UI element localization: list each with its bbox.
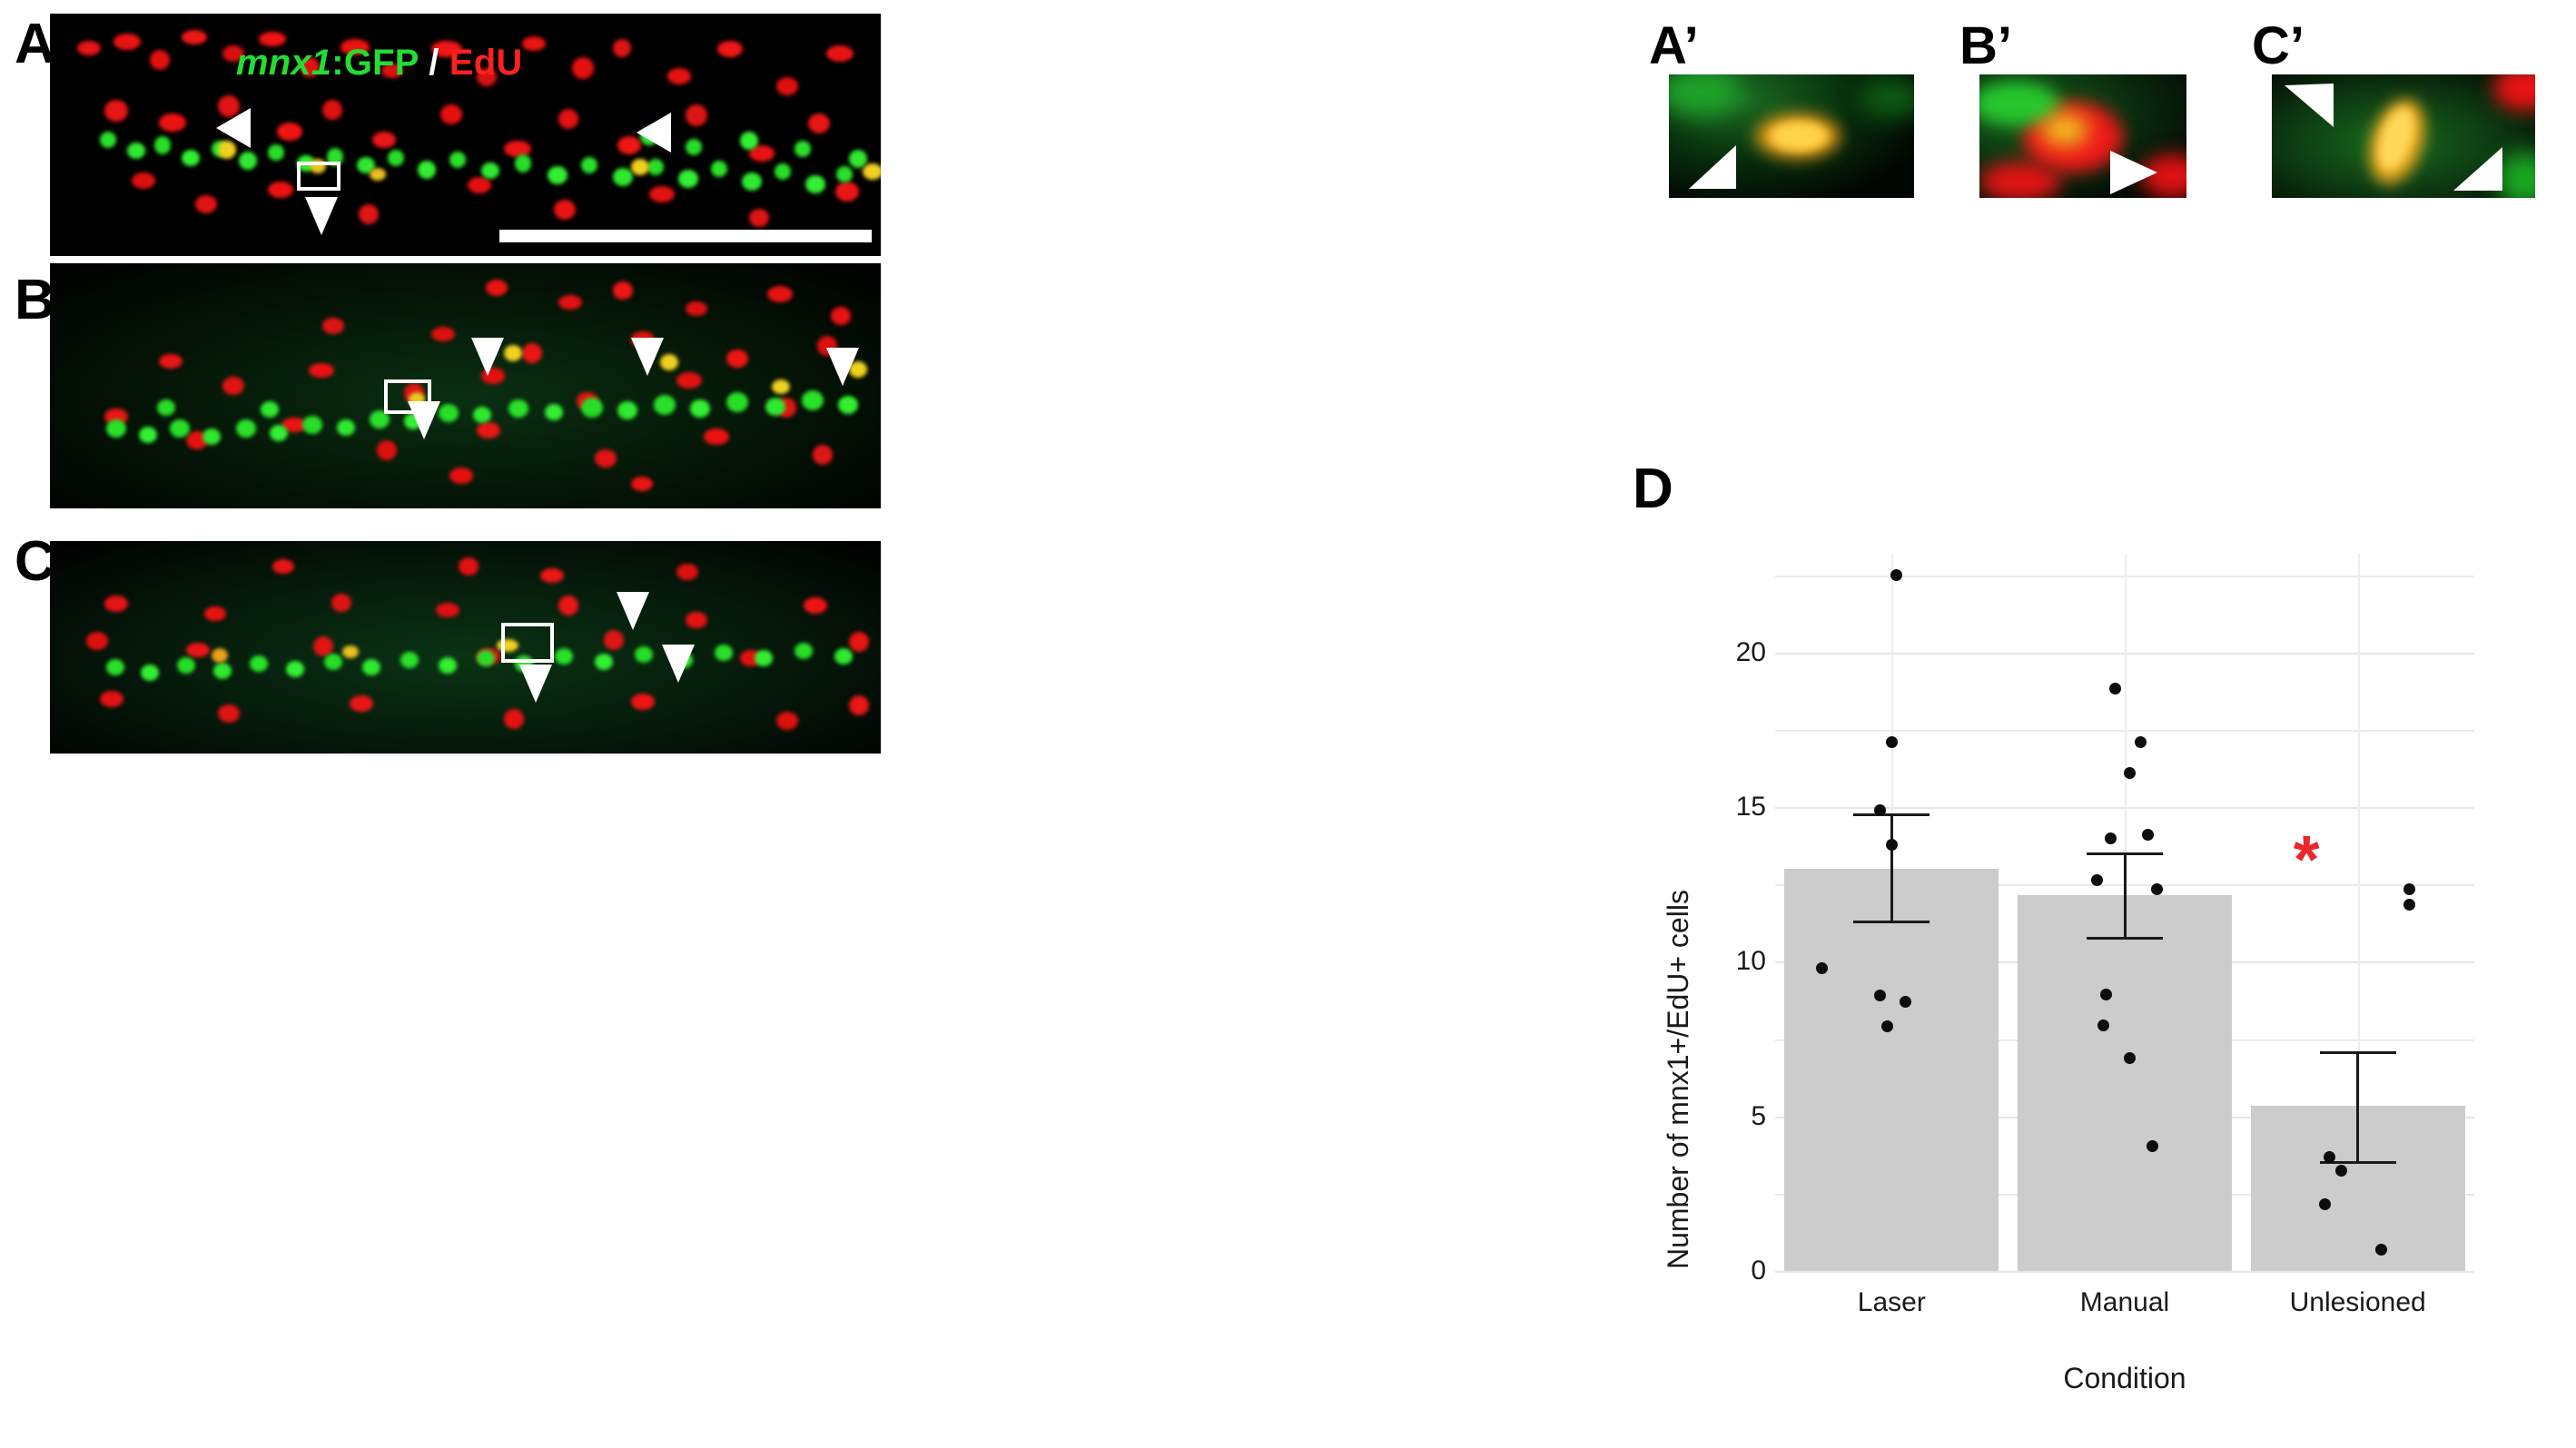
legend-gene: mnx1 <box>236 43 332 83</box>
arrowhead-c2 <box>662 645 695 683</box>
data-point <box>2090 873 2103 886</box>
fluorescence-field-c <box>50 541 881 754</box>
micrograph-panel-b <box>50 263 881 508</box>
data-point <box>2123 767 2136 780</box>
arrowhead-b4 <box>408 401 440 439</box>
inset-panel-a-prime <box>1669 74 1914 198</box>
gridline-vertical <box>2357 554 2360 1271</box>
inset-panel-c-prime <box>2272 74 2535 198</box>
data-point <box>1890 569 1902 582</box>
data-point <box>2097 1019 2110 1031</box>
x-tick-label-unlesioned: Unlesioned <box>2289 1287 2426 1317</box>
data-point <box>2335 1164 2348 1177</box>
arrowhead-b1 <box>471 338 504 376</box>
error-cap-lower <box>2087 937 2163 941</box>
panel-letter-a: A <box>15 13 55 75</box>
panel-letter-a-prime: A’ <box>1649 16 1699 75</box>
y-tick-label: 0 <box>1751 1256 1766 1285</box>
arrowhead-c-prime-1 <box>2285 84 2334 127</box>
data-point <box>2147 1139 2159 1152</box>
data-point <box>1815 961 1828 974</box>
fluorescence-field-b <box>50 263 881 508</box>
data-point <box>1885 838 1898 851</box>
x-tick-label-manual: Manual <box>2079 1287 2170 1317</box>
y-axis-ticks: 0 5 10 15 20 <box>1680 554 1766 1285</box>
error-bar-unlesioned <box>2356 1052 2360 1163</box>
data-point <box>1874 804 1886 817</box>
y-tick-label: 10 <box>1735 946 1766 977</box>
inset-field-a-prime <box>1669 74 1914 198</box>
error-cap-upper <box>1853 813 1930 817</box>
data-point <box>2403 882 2415 895</box>
data-point <box>2324 1150 2336 1163</box>
data-point <box>2142 829 2155 842</box>
plot-area: * <box>1775 554 2474 1273</box>
scale-bar-a <box>499 230 872 242</box>
arrowhead-a2 <box>305 197 338 235</box>
arrowhead-a1 <box>216 108 251 148</box>
data-point <box>1874 990 1886 1002</box>
arrowhead-c3 <box>519 665 552 703</box>
data-point <box>2099 988 2112 1000</box>
arrowhead-a-prime <box>1689 145 1736 189</box>
inset-roi-box-b <box>384 379 431 414</box>
micrograph-panel-c <box>50 541 881 754</box>
significance-asterisk: * <box>2293 822 2320 898</box>
x-axis-ticks: Laser Manual Unlesioned <box>1775 1282 2474 1327</box>
x-axis-title: Condition <box>2063 1362 2186 1394</box>
error-cap-upper <box>2087 852 2163 855</box>
arrowhead-b3 <box>826 348 859 386</box>
panel-letter-d: D <box>1633 458 1673 520</box>
panel-letter-b-prime: B’ <box>1959 16 2012 75</box>
data-point <box>2374 1243 2387 1256</box>
error-bar-laser <box>1890 814 1893 922</box>
inset-panel-b-prime <box>1979 74 2186 198</box>
arrowhead-b-prime <box>2110 151 2157 194</box>
legend-reporter: :GFP <box>331 43 419 83</box>
data-point <box>2319 1198 2332 1211</box>
y-tick-label: 15 <box>1735 792 1766 823</box>
data-point <box>1900 996 1912 1009</box>
inset-roi-box-c <box>501 623 554 663</box>
error-cap-lower <box>1853 920 1930 923</box>
y-tick-label: 5 <box>1751 1100 1766 1131</box>
arrowhead-b2 <box>631 338 664 376</box>
error-bar-manual <box>2123 853 2127 939</box>
panel-letter-c-prime: C’ <box>2252 16 2305 75</box>
error-cap-lower <box>2319 1161 2396 1165</box>
channel-legend: mnx1:GFP / EdU <box>236 43 522 84</box>
y-tick-label: 20 <box>1735 636 1766 667</box>
data-point <box>2109 682 2122 694</box>
fluorescence-field-a <box>50 14 881 256</box>
panel-letter-b: B <box>15 269 55 331</box>
inset-field-b-prime <box>1979 74 2186 198</box>
data-point <box>1880 1020 1893 1033</box>
data-point <box>2105 832 2117 844</box>
legend-separator: / <box>418 43 449 83</box>
inset-roi-box-a <box>297 162 341 191</box>
micrograph-panel-a: mnx1:GFP / EdU <box>50 14 881 256</box>
arrowhead-c1 <box>617 592 649 630</box>
chart-panel-d: D Number of mnx1+/EdU+ cells * 0 5 10 15 20 … <box>1625 454 2576 1448</box>
arrowhead-a3 <box>637 113 671 153</box>
panel-letter-c: C <box>15 530 55 593</box>
gridline-major <box>1775 1271 2474 1273</box>
error-cap-upper <box>2319 1051 2396 1055</box>
bar-manual[interactable] <box>2017 895 2233 1271</box>
data-point <box>1885 736 1898 749</box>
data-point <box>2403 898 2415 911</box>
data-point <box>2151 882 2164 895</box>
legend-stain: EdU <box>449 43 523 83</box>
data-point <box>2135 736 2147 749</box>
bar-laser[interactable] <box>1784 869 1999 1271</box>
arrowhead-c-prime-2 <box>2453 147 2502 191</box>
data-point <box>2123 1051 2136 1064</box>
x-tick-label-laser: Laser <box>1857 1287 1926 1317</box>
